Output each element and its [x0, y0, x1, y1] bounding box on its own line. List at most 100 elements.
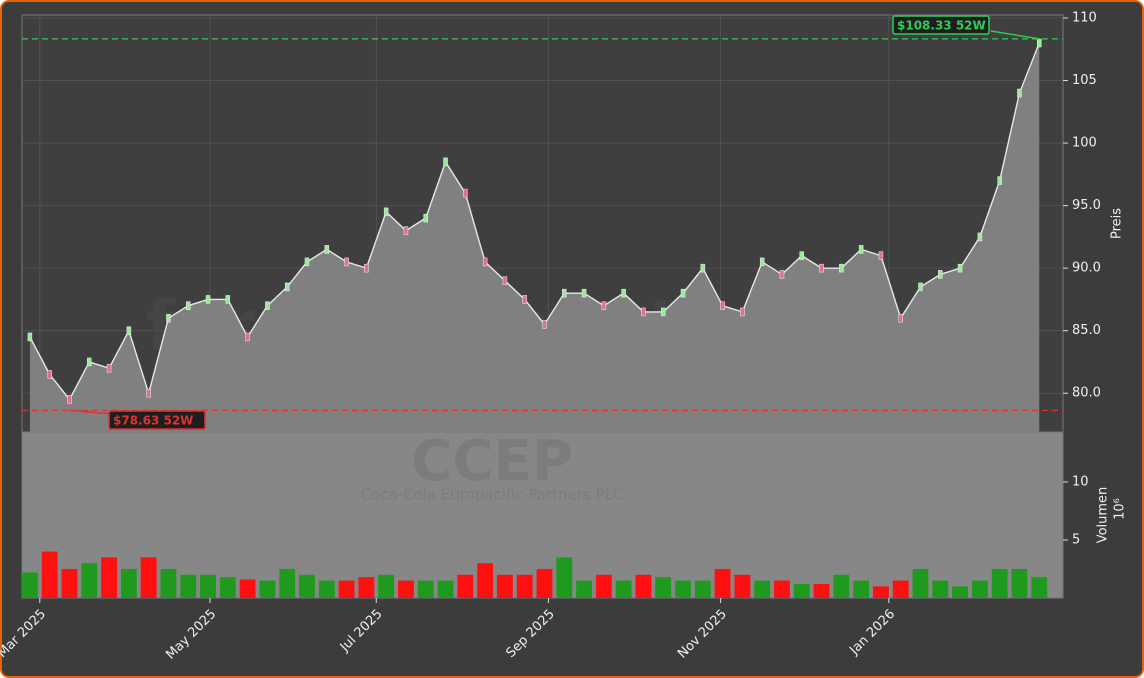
volume-bar	[595, 574, 612, 598]
candle	[443, 157, 448, 167]
candle	[284, 282, 290, 292]
volume-bar	[140, 557, 157, 598]
candle	[403, 226, 409, 235]
watermark-subtitle: Coca-Cola Europacific Partners PLC	[361, 486, 624, 504]
candle	[482, 257, 488, 267]
volume-bar	[101, 557, 117, 598]
volume-bar	[160, 568, 177, 598]
y-tick-label: 90.0	[1072, 261, 1101, 276]
candle	[364, 263, 369, 273]
volume-bar	[655, 577, 672, 598]
volume-bar	[576, 580, 592, 598]
volume-bar	[22, 572, 38, 598]
candle	[759, 257, 765, 267]
volume-bar	[496, 574, 513, 598]
candle	[87, 357, 92, 367]
candle	[265, 301, 270, 310]
y-axis-label: Volumen	[1096, 487, 1111, 544]
y-tick-label: 5	[1072, 532, 1080, 547]
candle	[463, 188, 468, 198]
candle	[1037, 38, 1042, 48]
volume-bar	[81, 563, 98, 598]
volume-bar	[873, 586, 889, 598]
annotation-label: $108.33 52W	[897, 19, 986, 33]
candle	[185, 301, 191, 310]
candle	[1017, 88, 1022, 98]
volume-bar	[754, 580, 771, 598]
candle	[205, 295, 211, 304]
candle	[720, 301, 725, 310]
volume-bar	[417, 580, 434, 598]
volume-bar	[358, 577, 375, 598]
volume-bar	[41, 551, 58, 598]
volume-bar	[219, 577, 236, 598]
volume-bar	[318, 580, 335, 598]
y-tick-label: 100	[1072, 136, 1097, 151]
y-tick-label: 80.0	[1072, 386, 1101, 401]
volume-bar	[853, 580, 870, 598]
candle	[641, 307, 646, 317]
volume-bar	[714, 568, 731, 598]
candle	[245, 332, 250, 342]
y-tick-label: 105	[1072, 73, 1097, 88]
y-tick-label: 85.0	[1072, 323, 1101, 338]
volume-bar	[378, 574, 395, 598]
candle	[502, 276, 508, 285]
candle	[680, 288, 686, 298]
candle	[997, 176, 1002, 185]
volume-bar	[200, 574, 216, 598]
candle	[304, 257, 310, 267]
y-axis-unit: 10⁶	[1113, 498, 1128, 520]
volume-bar	[892, 580, 909, 598]
volume-bar	[299, 574, 315, 598]
candle	[898, 313, 903, 323]
candle	[542, 320, 547, 329]
candle	[779, 270, 785, 279]
volume-bar	[833, 574, 850, 598]
volume-bar	[1011, 568, 1028, 598]
y-tick-label: 10	[1072, 474, 1089, 489]
candle	[522, 295, 527, 304]
y-axis-label: Preis	[1110, 208, 1125, 239]
volume-bar	[912, 568, 929, 598]
volume-bar	[813, 584, 830, 598]
annotation-box	[108, 410, 206, 430]
candle	[740, 307, 745, 317]
candle	[957, 263, 963, 273]
y-tick-label: 110	[1072, 11, 1097, 26]
volume-bar	[952, 586, 969, 598]
y-tick-label: 95.0	[1072, 198, 1101, 213]
candle	[938, 270, 943, 279]
candle	[977, 232, 983, 242]
candle	[858, 245, 864, 254]
watermark-title: CCEP	[411, 429, 573, 494]
volume-bar	[477, 563, 494, 598]
volume-bar	[259, 580, 276, 598]
candle	[47, 370, 52, 379]
volume-bar	[398, 580, 414, 598]
candle	[423, 213, 428, 223]
candle	[225, 295, 231, 304]
volume-bar	[457, 574, 474, 598]
volume-bar	[556, 557, 573, 598]
candle	[581, 288, 587, 298]
candle	[126, 326, 132, 335]
candle	[324, 245, 330, 254]
candle	[700, 263, 706, 273]
candle	[166, 313, 171, 323]
candle	[601, 301, 607, 310]
volume-bar	[971, 580, 988, 598]
candle	[67, 395, 72, 404]
volume-bar	[932, 580, 949, 598]
candle	[344, 257, 349, 267]
candle	[839, 263, 844, 273]
volume-bar	[338, 580, 355, 598]
candle	[878, 251, 884, 260]
volume-bar	[694, 580, 711, 598]
candle	[106, 363, 112, 373]
volume-bar	[279, 568, 296, 598]
volume-bar	[734, 574, 751, 598]
volume-bar	[774, 580, 790, 598]
